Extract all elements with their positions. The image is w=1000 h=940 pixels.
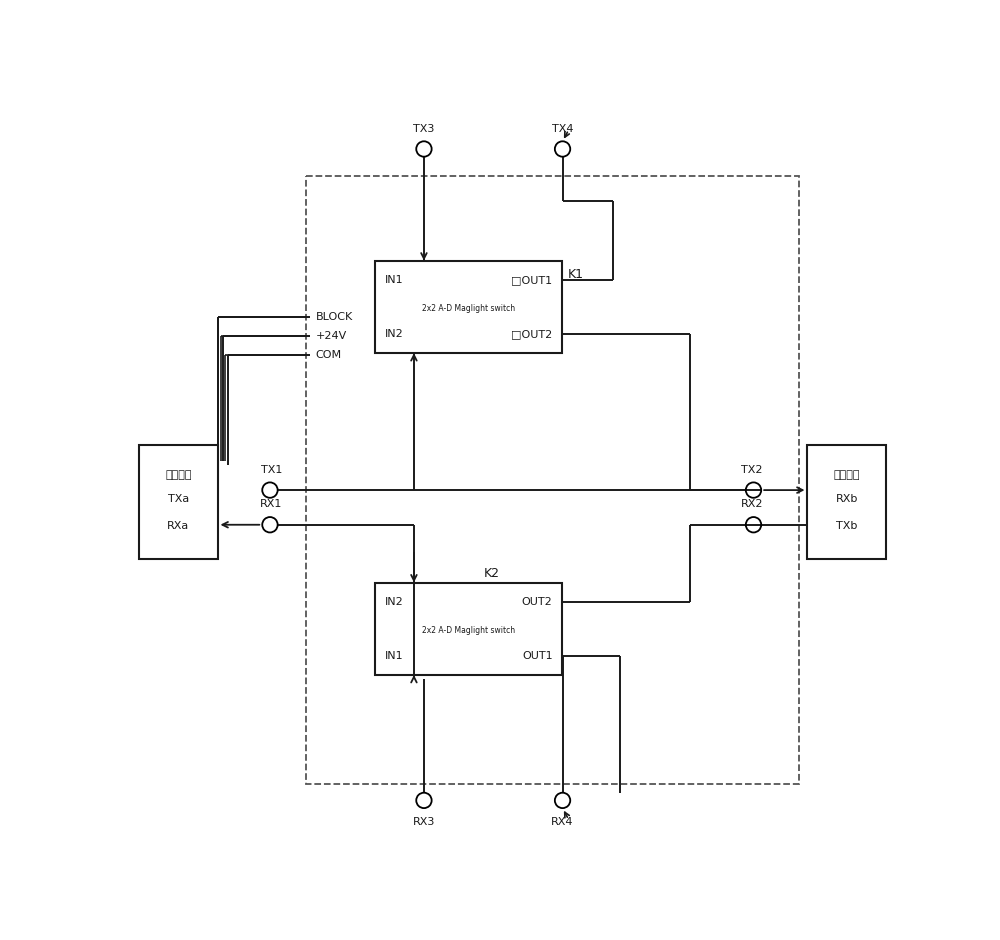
Text: 本侧保护: 本侧保护 [165, 470, 192, 479]
Text: TX2: TX2 [741, 464, 763, 475]
Text: TX4: TX4 [552, 123, 573, 133]
Text: IN2: IN2 [385, 597, 403, 606]
Bar [375, 583, 562, 675]
Text: □OUT2: □OUT2 [511, 329, 553, 338]
Text: COM: COM [315, 351, 342, 360]
Text: RX1: RX1 [260, 499, 283, 509]
Text: TXa: TXa [168, 494, 189, 505]
Text: RX3: RX3 [413, 818, 435, 827]
Bar [375, 260, 562, 353]
Text: +24V: +24V [315, 331, 347, 341]
Text: TXb: TXb [836, 522, 857, 531]
Text: IN1: IN1 [385, 650, 403, 661]
Text: RX4: RX4 [551, 818, 574, 827]
Bar [807, 446, 886, 559]
Text: 2x2 A-D Maglight switch: 2x2 A-D Maglight switch [422, 304, 515, 313]
Text: 2x2 A-D Maglight switch: 2x2 A-D Maglight switch [422, 626, 515, 635]
Text: BLOCK: BLOCK [315, 312, 353, 321]
Text: TX1: TX1 [261, 464, 282, 475]
Text: IN2: IN2 [385, 329, 403, 338]
Text: RXa: RXa [167, 522, 189, 531]
Text: □OUT1: □OUT1 [511, 274, 553, 285]
Text: 对侧保护: 对侧保护 [833, 470, 860, 479]
Text: RXb: RXb [835, 494, 858, 505]
Text: K1: K1 [568, 268, 584, 281]
Bar [139, 446, 218, 559]
Bar [306, 176, 799, 784]
Text: IN1: IN1 [385, 274, 403, 285]
Text: OUT1: OUT1 [522, 650, 553, 661]
Text: OUT2: OUT2 [522, 597, 553, 606]
Text: RX2: RX2 [741, 499, 763, 509]
Text: TX3: TX3 [413, 123, 435, 133]
Text: K2: K2 [484, 567, 500, 580]
